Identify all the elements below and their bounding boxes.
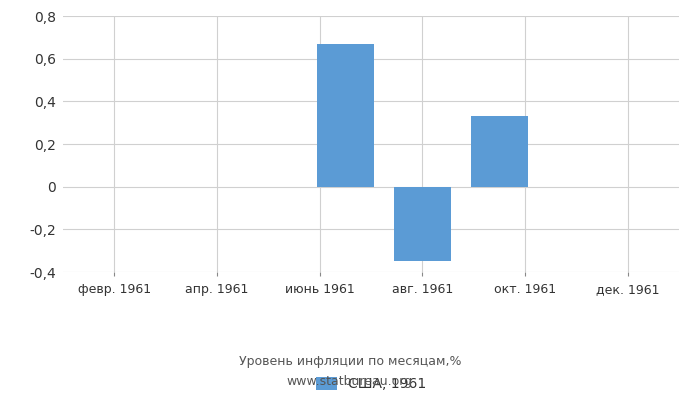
Text: www.statbureau.org: www.statbureau.org <box>287 376 413 388</box>
Bar <box>317 44 374 187</box>
Text: Уровень инфляции по месяцам,%: Уровень инфляции по месяцам,% <box>239 356 461 368</box>
Bar <box>394 187 451 261</box>
Bar <box>471 116 528 187</box>
Legend: США, 1961: США, 1961 <box>309 370 433 398</box>
